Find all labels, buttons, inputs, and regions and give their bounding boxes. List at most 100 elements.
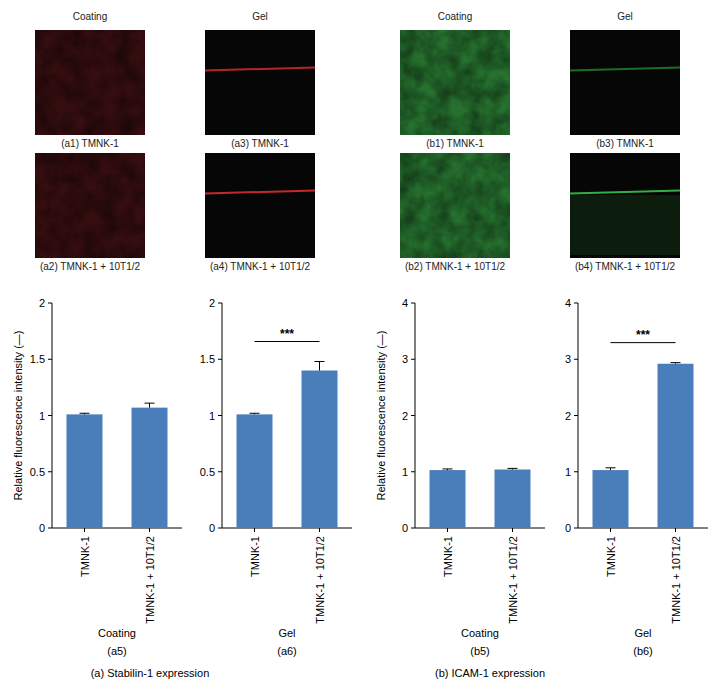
significance-label: ***	[280, 327, 294, 341]
error-stem	[149, 403, 150, 408]
x-tick-label: TMNK-1 + 10T1/2	[144, 536, 156, 624]
micrograph-texture	[400, 30, 510, 135]
image-label: (b3) TMNK-1	[596, 138, 654, 149]
y-tick-label: 0	[402, 522, 408, 534]
micrograph-signal	[35, 30, 145, 135]
error-cap	[606, 467, 616, 468]
y-tick	[218, 359, 222, 360]
y-tick	[218, 528, 222, 529]
y-tick-label: 1	[402, 466, 408, 478]
y-tick-label: 2	[402, 410, 408, 422]
micrograph-texture	[400, 153, 510, 258]
x-tick-label: TMNK-1	[79, 536, 91, 577]
micrograph	[205, 30, 315, 135]
micrograph-signal	[400, 30, 510, 135]
x-tick-label: TMNK-1	[605, 536, 617, 577]
error-cap	[145, 403, 155, 404]
image-label: (b2) TMNK-1 + 10T1/2	[405, 261, 506, 272]
error-bar	[80, 413, 90, 414]
micrograph-signal	[400, 153, 510, 258]
error-bar	[606, 468, 616, 470]
bar-panel: 00.511.52TMNK-1TMNK-1 + 10T1/2***Gel(a6)	[200, 297, 352, 657]
bar	[302, 371, 338, 529]
bar	[237, 414, 273, 528]
panel-label: (a5)	[107, 645, 127, 657]
error-cap	[250, 413, 260, 414]
y-tick-label: 0	[39, 522, 45, 534]
y-tick	[574, 359, 578, 360]
x-tick	[512, 528, 513, 532]
y-tick-label: 0.5	[30, 466, 45, 478]
caption: (b) ICAM-1 expression	[435, 667, 545, 679]
micrograph	[400, 30, 510, 135]
x-group-label: Coating	[461, 627, 499, 639]
error-bar	[145, 403, 155, 408]
gel-line	[205, 190, 315, 195]
y-tick-label: 0	[565, 522, 571, 534]
panel-label: (b6)	[633, 645, 653, 657]
bar	[430, 470, 466, 528]
bar	[495, 470, 531, 529]
error-cap	[671, 362, 681, 363]
error-cap	[315, 361, 325, 362]
y-tick	[218, 303, 222, 304]
x-group-label: Gel	[278, 627, 295, 639]
bars	[237, 362, 338, 529]
bars	[430, 468, 531, 528]
x-tick-label: TMNK-1	[249, 536, 261, 577]
x-tick	[447, 528, 448, 532]
y-tick	[48, 359, 52, 360]
micrograph	[35, 153, 145, 258]
y-tick-label: 1	[209, 410, 215, 422]
bar-panel: 00.511.52Relative fluorescence intensity…	[12, 297, 182, 657]
bar	[67, 414, 103, 528]
y-tick-label: 0.5	[200, 466, 215, 478]
image-label: (a4) TMNK-1 + 10T1/2	[210, 261, 311, 272]
image-label: (a3) TMNK-1	[231, 138, 289, 149]
y-tick	[574, 303, 578, 304]
y-axis-label: Relative fluorescence intensity (—)	[375, 331, 387, 501]
panel-label: (b5)	[470, 645, 490, 657]
gel-glow	[570, 195, 680, 255]
bars	[593, 363, 694, 528]
column-header: Gel	[617, 11, 633, 22]
background	[0, 0, 724, 686]
gel-line	[205, 67, 315, 72]
error-bar	[315, 362, 325, 371]
y-tick	[48, 303, 52, 304]
x-tick	[149, 528, 150, 532]
y-tick-label: 1.5	[200, 353, 215, 365]
error-stem	[319, 362, 320, 371]
error-cap	[443, 468, 453, 469]
column-header: Coating	[438, 11, 472, 22]
bar-panel: 01234Relative fluorescence intensity (—)…	[375, 297, 545, 657]
y-tick	[411, 471, 415, 472]
y-tick-label: 3	[565, 353, 571, 365]
y-tick	[218, 415, 222, 416]
significance-line	[255, 341, 320, 342]
y-tick	[574, 471, 578, 472]
y-tick	[48, 415, 52, 416]
y-tick-label: 2	[565, 410, 571, 422]
y-tick-label: 1	[565, 466, 571, 478]
column-header: Gel	[252, 11, 268, 22]
y-tick	[574, 415, 578, 416]
x-tick	[84, 528, 85, 532]
column-header: Coating	[73, 11, 107, 22]
error-bar	[250, 413, 260, 414]
error-bar	[508, 468, 518, 469]
x-tick-label: TMNK-1 + 10T1/2	[507, 536, 519, 624]
y-tick	[411, 528, 415, 529]
x-tick-label: TMNK-1	[442, 536, 454, 577]
micrograph-texture	[35, 30, 145, 135]
y-tick	[48, 528, 52, 529]
y-tick-label: 0	[209, 522, 215, 534]
micrograph-texture	[35, 153, 145, 258]
micrograph	[570, 30, 680, 135]
y-tick	[411, 415, 415, 416]
panel-label: (a6)	[277, 645, 297, 657]
micrograph	[35, 30, 145, 135]
y-tick-label: 2	[209, 297, 215, 309]
x-group-label: Coating	[98, 627, 136, 639]
image-label: (b4) TMNK-1 + 10T1/2	[575, 261, 676, 272]
